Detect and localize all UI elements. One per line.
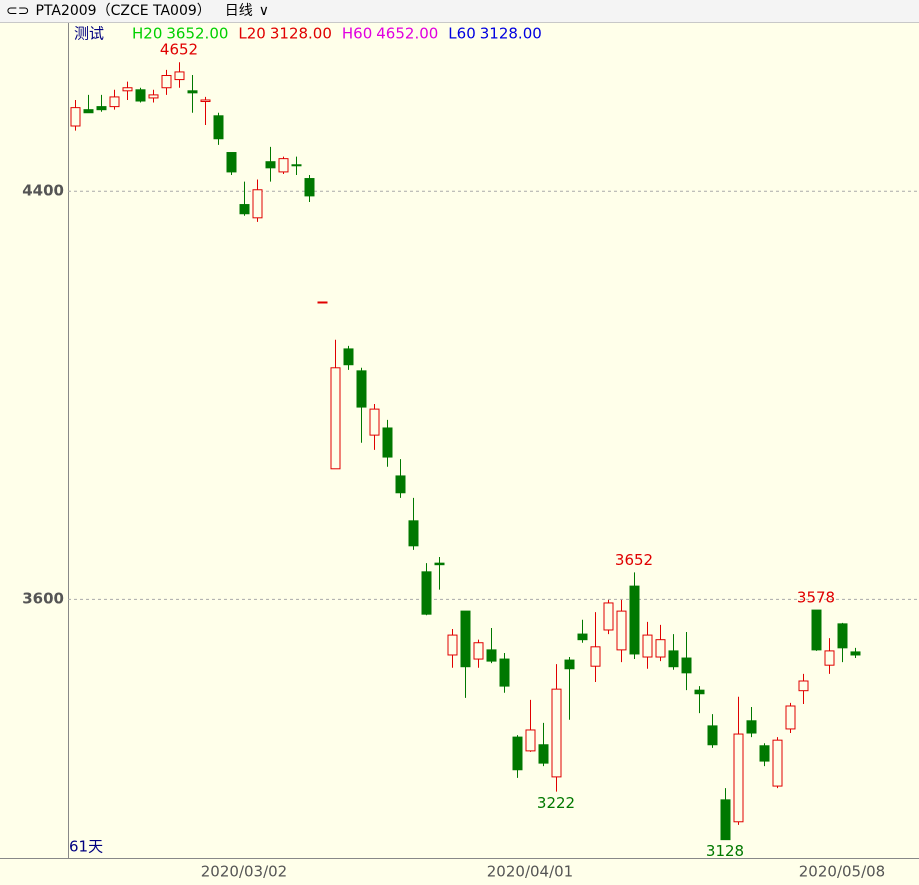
candle-body [486, 649, 497, 662]
candle-body [356, 370, 367, 408]
candle-body [408, 520, 419, 547]
candle-body [564, 659, 575, 670]
candle-body [278, 158, 289, 173]
candle-body [239, 204, 250, 215]
candle-body [174, 71, 185, 81]
candle-body [473, 642, 484, 660]
indicator-label: H20 [132, 25, 162, 43]
low-label: 3128 [706, 842, 744, 860]
candle-body [538, 744, 549, 764]
indicator-value: 3652.00 [166, 25, 228, 43]
candle-body [70, 107, 81, 127]
candle-body [629, 585, 640, 655]
indicator-value: 3128.00 [270, 25, 332, 43]
link-icon[interactable]: ⊂⊃ [6, 3, 30, 19]
candle-body [369, 408, 380, 436]
candle-body [616, 610, 627, 651]
candle-body [200, 99, 211, 103]
candle-body [421, 571, 432, 615]
candle-body [512, 736, 523, 771]
candle-body [720, 799, 731, 841]
study-name[interactable]: 测试 [74, 25, 104, 43]
candle-body [655, 639, 666, 658]
candle-body [772, 739, 783, 787]
candle-body [551, 688, 562, 778]
indicator-value: 3128.00 [480, 25, 542, 43]
candle-body [850, 651, 861, 656]
candle-body [447, 634, 458, 656]
indicator-label: L20 [238, 25, 265, 43]
candle-body [837, 623, 848, 649]
symbol: PTA2009（CZCE TA009） [35, 3, 211, 19]
background [0, 23, 919, 885]
candle-body [252, 189, 263, 219]
candle-body [135, 89, 146, 102]
candle-body [148, 94, 159, 99]
candle-body [96, 106, 107, 111]
candle-body [733, 733, 744, 823]
candle-body [83, 109, 94, 114]
candle-body [759, 745, 770, 762]
candle-body [265, 161, 276, 169]
toolbar: ⊂⊃ PTA2009（CZCE TA009） 日线 ∨ [0, 0, 919, 23]
candle-body [499, 658, 510, 687]
indicator-value: 4652.00 [376, 25, 438, 43]
candle-body [577, 633, 588, 641]
candle-body [161, 75, 172, 89]
x-tick-label: 2020/04/01 [487, 863, 573, 881]
candle-body [525, 729, 536, 752]
high-label: 3578 [797, 589, 835, 607]
y-tick-label: 4400 [22, 181, 64, 199]
candle-body [187, 90, 198, 94]
high-label: 4652 [160, 41, 198, 59]
candle-body [291, 164, 302, 167]
candle-body [109, 96, 120, 108]
candle-body [694, 689, 705, 695]
x-tick-label: 2020/05/08 [799, 863, 885, 881]
candle-body [343, 348, 354, 366]
candle-body [746, 720, 757, 734]
candle-body [590, 646, 601, 667]
candle-body [122, 87, 133, 92]
candle-body [707, 725, 718, 746]
candle-body [785, 705, 796, 730]
candle-body [460, 610, 471, 668]
candle-body [642, 634, 653, 658]
candle-body [681, 657, 692, 674]
indicator-label: H60 [342, 25, 372, 43]
candle-body [824, 650, 835, 666]
low-label: 3222 [537, 794, 575, 812]
span-label: 61天 [69, 838, 103, 856]
candle-body [382, 427, 393, 458]
period-arrow[interactable]: ∨ [258, 3, 270, 19]
high-label: 3652 [615, 551, 653, 569]
candle-body [330, 367, 341, 470]
candle-body [811, 609, 822, 651]
candle-body [395, 475, 406, 494]
y-tick-label: 3600 [22, 589, 64, 607]
period[interactable]: 日线 [224, 3, 253, 19]
candle-body [213, 115, 224, 140]
candle-body [668, 650, 679, 668]
indicator-label: L60 [448, 25, 475, 43]
candle-body [434, 562, 445, 566]
x-tick-label: 2020/03/02 [201, 863, 287, 881]
candle-body [603, 602, 614, 631]
candle-body [317, 301, 328, 304]
candle-body [798, 680, 809, 692]
candle-body [304, 178, 315, 197]
candle-body [226, 152, 237, 173]
